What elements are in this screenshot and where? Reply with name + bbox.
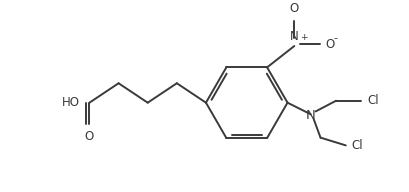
Text: +: + (300, 33, 308, 42)
Text: N: N (290, 30, 299, 43)
Text: O: O (326, 38, 335, 50)
Text: -: - (333, 33, 337, 43)
Text: Cl: Cl (367, 94, 379, 107)
Text: O: O (85, 130, 94, 143)
Text: Cl: Cl (352, 139, 363, 152)
Text: O: O (290, 2, 299, 15)
Text: N: N (306, 109, 316, 122)
Text: HO: HO (62, 96, 80, 109)
